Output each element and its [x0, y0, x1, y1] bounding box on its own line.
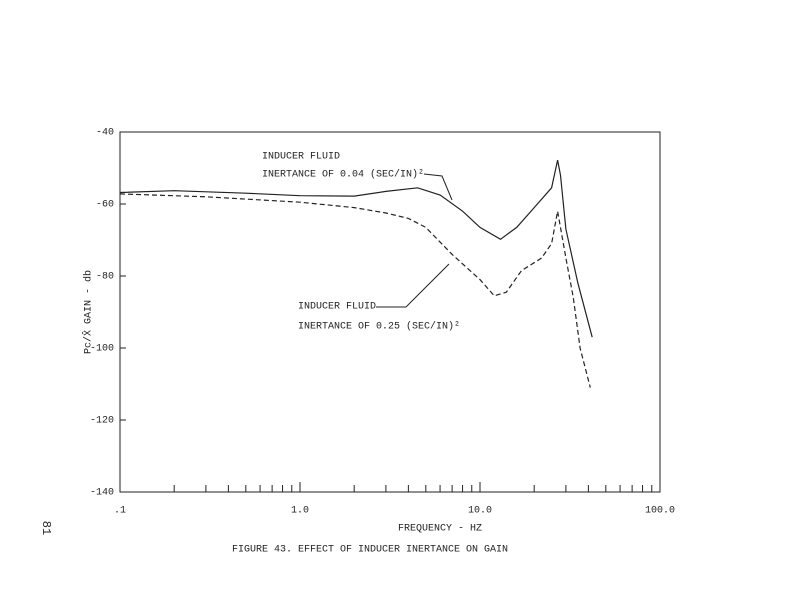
x-axis-label: FREQUENCY - HZ	[398, 524, 482, 535]
page-number: 81	[39, 521, 53, 535]
plot-frame	[119, 131, 661, 493]
x-tick-label: .1	[114, 506, 126, 517]
y-axis-label: Pc/X̂ GAIN - db	[80, 270, 94, 354]
series-line	[119, 193, 591, 388]
x-tick-label: 100.0	[645, 506, 675, 517]
y-tick-label: -100	[90, 344, 114, 355]
annotation: INDUCER FLUID	[262, 152, 340, 163]
annotation: INERTANCE OF 0.25 (SEC/IN)²	[298, 321, 460, 333]
caption: FIGURE 43. EFFECT OF INDUCER INERTANCE O…	[232, 545, 508, 556]
x-tick-label: 10.0	[468, 506, 492, 517]
series-line	[119, 159, 593, 338]
y-tick-label: -40	[96, 128, 114, 139]
y-tick-label: -80	[96, 272, 114, 283]
x-tick-label: 1.0	[291, 506, 309, 517]
leader-line	[423, 173, 453, 201]
y-tick-label: -140	[90, 488, 114, 499]
leader-line	[376, 263, 450, 308]
y-tick-label: -120	[90, 416, 114, 427]
y-tick-label: -60	[96, 200, 114, 211]
annotation: INDUCER FLUID	[298, 302, 376, 313]
annotation: INERTANCE OF 0.04 (SEC/IN)²	[262, 169, 424, 181]
